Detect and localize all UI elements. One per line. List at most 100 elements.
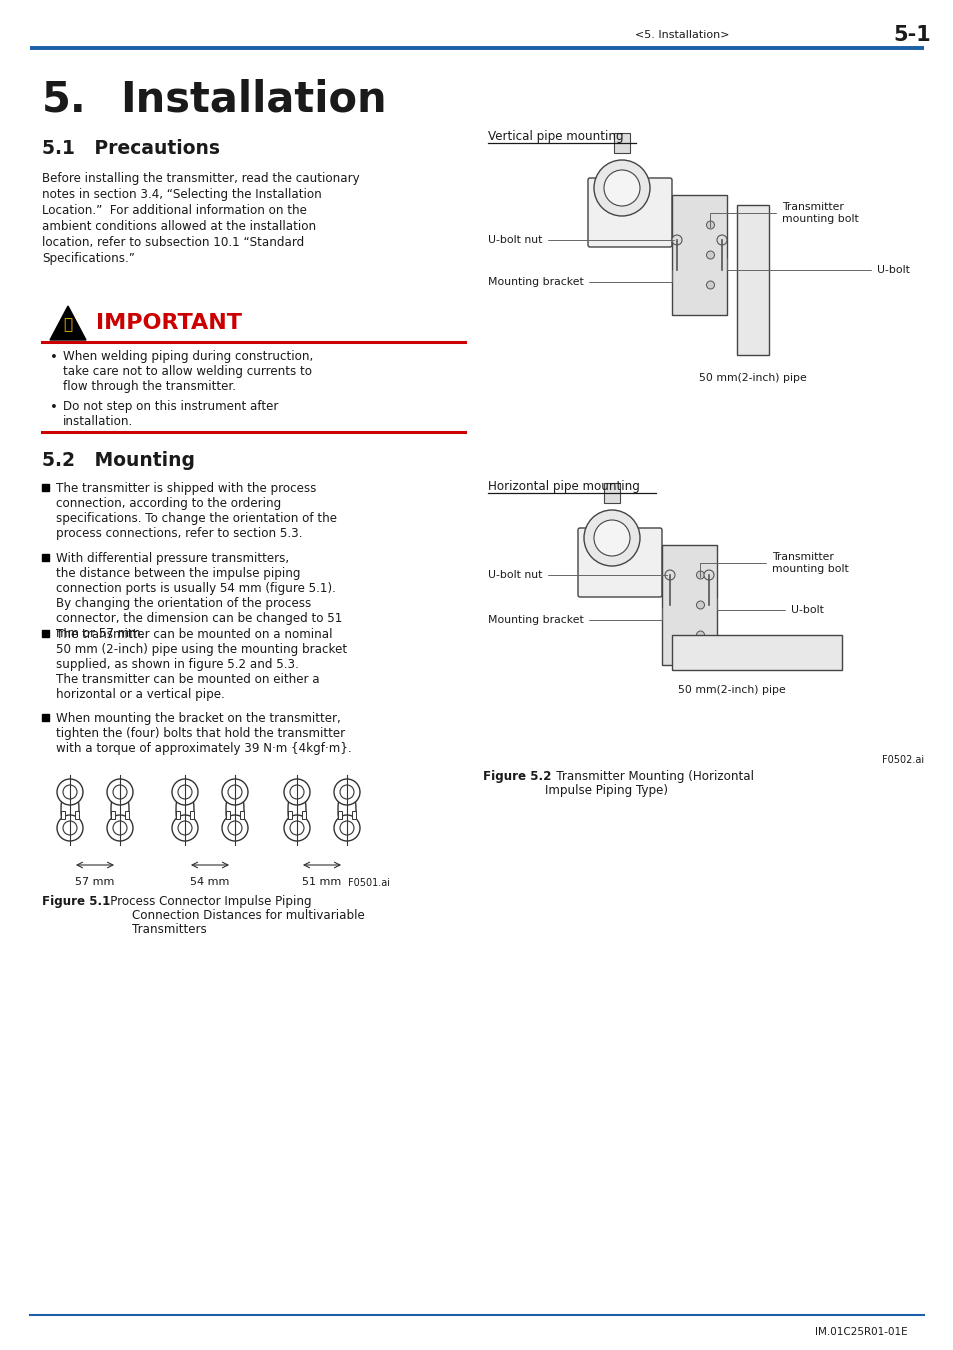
Text: U-bolt: U-bolt xyxy=(726,258,909,275)
Text: with a torque of approximately 39 N·m {4kgf·m}.: with a torque of approximately 39 N·m {4… xyxy=(56,743,352,755)
Text: The transmitter is shipped with the process: The transmitter is shipped with the proc… xyxy=(56,482,316,495)
Text: tighten the (four) bolts that hold the transmitter: tighten the (four) bolts that hold the t… xyxy=(56,728,345,740)
Text: Figure 5.2: Figure 5.2 xyxy=(482,769,551,783)
Ellipse shape xyxy=(288,784,306,836)
Bar xyxy=(671,194,726,315)
Text: notes in section 3.4, “Selecting the Installation: notes in section 3.4, “Selecting the Ins… xyxy=(42,188,321,201)
Text: Connection Distances for multivariable: Connection Distances for multivariable xyxy=(132,909,364,922)
Circle shape xyxy=(717,235,726,244)
Circle shape xyxy=(112,821,127,836)
Circle shape xyxy=(334,779,359,805)
Text: 57 mm: 57 mm xyxy=(75,878,114,887)
Circle shape xyxy=(178,784,192,799)
Text: U-bolt nut: U-bolt nut xyxy=(488,235,674,244)
Circle shape xyxy=(107,815,132,841)
Text: Mounting bracket: Mounting bracket xyxy=(488,270,671,288)
Text: IMPORTANT: IMPORTANT xyxy=(96,313,242,333)
Ellipse shape xyxy=(111,784,129,836)
Ellipse shape xyxy=(61,784,79,836)
Bar xyxy=(614,134,629,153)
Bar xyxy=(42,630,49,637)
Text: 5.: 5. xyxy=(42,80,87,122)
Text: When welding piping during construction,: When welding piping during construction, xyxy=(63,350,313,363)
Circle shape xyxy=(696,601,703,609)
Bar xyxy=(288,811,292,819)
Bar xyxy=(190,811,193,819)
Text: Do not step on this instrument after: Do not step on this instrument after xyxy=(63,400,278,413)
Circle shape xyxy=(284,815,310,841)
Circle shape xyxy=(339,784,354,799)
Circle shape xyxy=(706,251,714,259)
Text: With differential pressure transmitters,: With differential pressure transmitters, xyxy=(56,552,289,566)
Text: Process Connector Impulse Piping: Process Connector Impulse Piping xyxy=(99,895,312,909)
Text: When mounting the bracket on the transmitter,: When mounting the bracket on the transmi… xyxy=(56,711,340,725)
Circle shape xyxy=(112,784,127,799)
Bar xyxy=(661,545,717,666)
Text: 5.1   Precautions: 5.1 Precautions xyxy=(42,139,220,158)
Text: 5-1: 5-1 xyxy=(892,26,930,45)
Circle shape xyxy=(228,821,242,836)
Bar xyxy=(175,811,180,819)
Text: 54 mm: 54 mm xyxy=(190,878,230,887)
Text: 51 mm: 51 mm xyxy=(302,878,341,887)
Text: flow through the transmitter.: flow through the transmitter. xyxy=(63,379,235,393)
Text: Horizontal pipe mounting: Horizontal pipe mounting xyxy=(488,481,639,493)
Polygon shape xyxy=(50,306,86,340)
Text: 50 mm (2-inch) pipe using the mounting bracket: 50 mm (2-inch) pipe using the mounting b… xyxy=(56,643,347,656)
Circle shape xyxy=(290,784,304,799)
Text: 5.2   Mounting: 5.2 Mounting xyxy=(42,451,194,470)
Text: The transmitter can be mounted on either a: The transmitter can be mounted on either… xyxy=(56,674,319,686)
Text: Vertical pipe mounting: Vertical pipe mounting xyxy=(488,130,623,143)
Text: Transmitter Mounting (Horizontal: Transmitter Mounting (Horizontal xyxy=(544,769,753,783)
Bar xyxy=(352,811,355,819)
Circle shape xyxy=(284,779,310,805)
Ellipse shape xyxy=(175,784,193,836)
Circle shape xyxy=(594,520,629,556)
Circle shape xyxy=(334,815,359,841)
Circle shape xyxy=(57,779,83,805)
Ellipse shape xyxy=(226,784,244,836)
Circle shape xyxy=(222,815,248,841)
Bar xyxy=(125,811,129,819)
Text: Mounting bracket: Mounting bracket xyxy=(488,608,661,625)
Circle shape xyxy=(228,784,242,799)
Text: specifications. To change the orientation of the: specifications. To change the orientatio… xyxy=(56,512,336,525)
Circle shape xyxy=(57,815,83,841)
Bar xyxy=(737,205,768,355)
Bar xyxy=(240,811,244,819)
Text: take care not to allow welding currents to: take care not to allow welding currents … xyxy=(63,364,312,378)
Text: Impulse Piping Type): Impulse Piping Type) xyxy=(544,784,667,796)
Text: Before installing the transmitter, read the cautionary: Before installing the transmitter, read … xyxy=(42,171,359,185)
Bar xyxy=(75,811,79,819)
Text: F0501.ai: F0501.ai xyxy=(348,878,390,888)
Text: Transmitters: Transmitters xyxy=(132,923,207,936)
Text: Transmitter
mounting bolt: Transmitter mounting bolt xyxy=(710,202,858,227)
Circle shape xyxy=(339,821,354,836)
Text: 50 mm(2-inch) pipe: 50 mm(2-inch) pipe xyxy=(677,684,784,695)
Text: mm or 57 mm.: mm or 57 mm. xyxy=(56,626,144,640)
Circle shape xyxy=(172,779,198,805)
Bar xyxy=(226,811,230,819)
Circle shape xyxy=(63,784,77,799)
Bar xyxy=(111,811,115,819)
Text: •: • xyxy=(50,401,58,414)
Bar xyxy=(603,483,619,504)
Text: process connections, refer to section 5.3.: process connections, refer to section 5.… xyxy=(56,526,302,540)
Circle shape xyxy=(63,821,77,836)
Text: supplied, as shown in figure 5.2 and 5.3.: supplied, as shown in figure 5.2 and 5.3… xyxy=(56,657,298,671)
Circle shape xyxy=(107,779,132,805)
Circle shape xyxy=(172,815,198,841)
Bar xyxy=(61,811,65,819)
Circle shape xyxy=(671,235,681,244)
Text: Transmitter
mounting bolt: Transmitter mounting bolt xyxy=(700,552,848,578)
Text: F0502.ai: F0502.ai xyxy=(881,755,923,765)
Circle shape xyxy=(583,510,639,566)
Text: horizontal or a vertical pipe.: horizontal or a vertical pipe. xyxy=(56,688,225,701)
Circle shape xyxy=(664,570,675,580)
Circle shape xyxy=(706,221,714,230)
Text: Location.”  For additional information on the: Location.” For additional information on… xyxy=(42,204,307,217)
Circle shape xyxy=(178,821,192,836)
Circle shape xyxy=(290,821,304,836)
Text: ✋: ✋ xyxy=(63,317,72,332)
Circle shape xyxy=(703,570,713,580)
